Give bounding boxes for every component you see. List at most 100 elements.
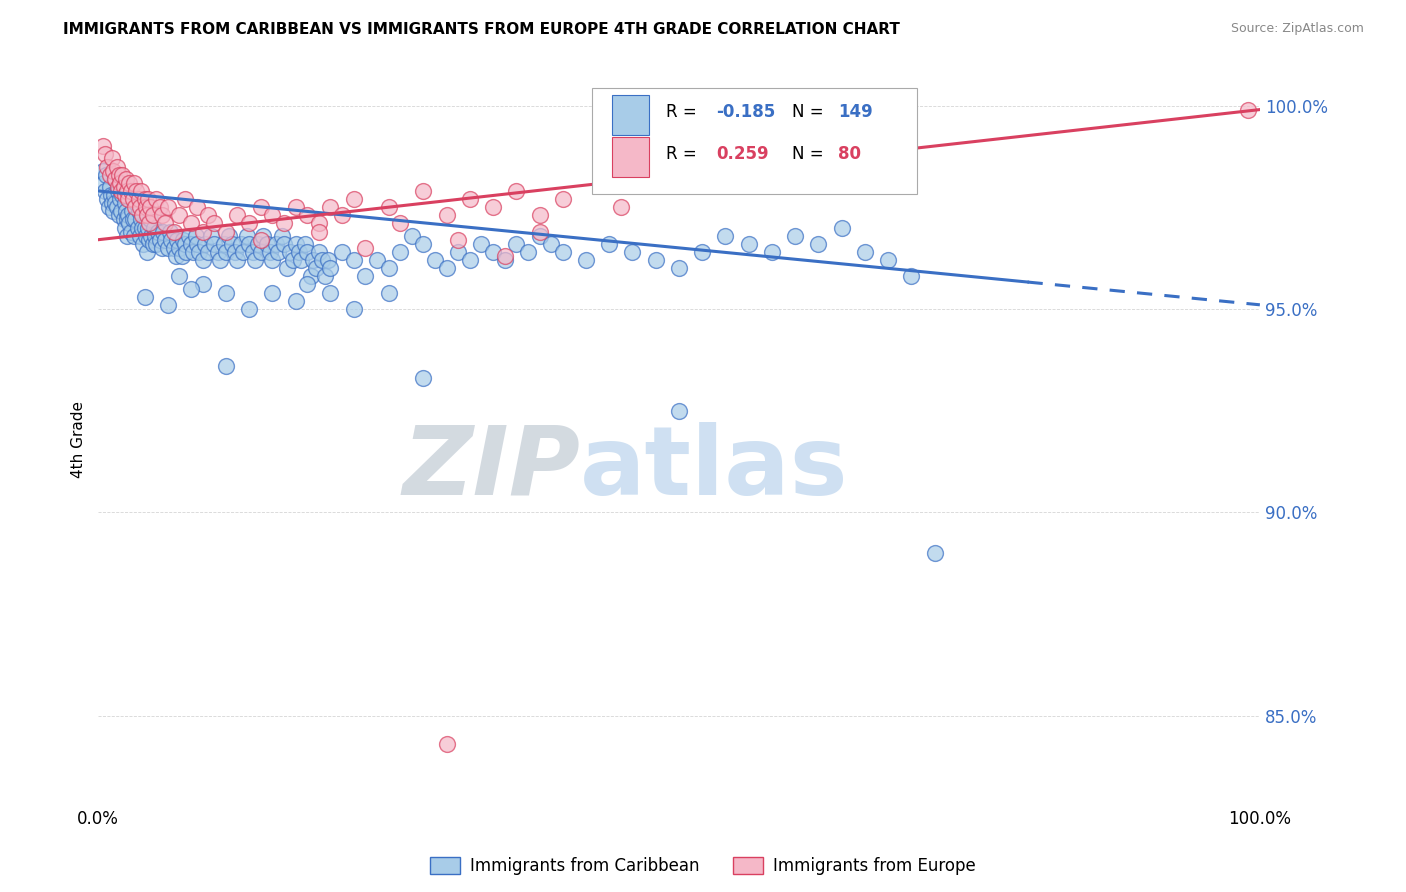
Point xyxy=(551,192,574,206)
Point xyxy=(159,225,181,239)
Point xyxy=(152,225,174,239)
Point xyxy=(174,192,197,206)
Point xyxy=(165,249,187,263)
Point xyxy=(343,253,366,268)
Point xyxy=(197,208,219,222)
Point xyxy=(138,217,160,231)
Point xyxy=(236,228,259,243)
Point xyxy=(200,228,222,243)
Point xyxy=(208,253,231,268)
Point xyxy=(831,220,853,235)
Point xyxy=(169,208,191,222)
Y-axis label: 4th Grade: 4th Grade xyxy=(72,401,86,477)
Point xyxy=(294,236,316,251)
Point xyxy=(249,233,271,247)
Point xyxy=(118,217,141,231)
Point xyxy=(141,228,163,243)
Point xyxy=(117,208,139,222)
Point xyxy=(124,212,146,227)
Point xyxy=(112,179,135,194)
Point xyxy=(401,228,423,243)
Point xyxy=(288,244,311,259)
Point xyxy=(494,253,516,268)
Point xyxy=(101,196,124,211)
Point xyxy=(308,244,330,259)
Point xyxy=(103,188,125,202)
Point xyxy=(181,244,204,259)
Point xyxy=(110,204,132,219)
Point xyxy=(115,171,138,186)
Point xyxy=(128,192,150,206)
Point xyxy=(96,160,118,174)
Point xyxy=(105,160,128,174)
Point xyxy=(101,204,124,219)
Point xyxy=(807,236,830,251)
Point xyxy=(172,233,194,247)
Point xyxy=(122,228,145,243)
Point xyxy=(124,200,146,214)
Point xyxy=(174,236,197,251)
Point xyxy=(529,225,551,239)
Text: R =: R = xyxy=(666,145,702,162)
Point xyxy=(131,208,153,222)
Point xyxy=(186,236,208,251)
Point xyxy=(224,244,246,259)
Point xyxy=(191,277,214,292)
Point xyxy=(330,208,353,222)
Point xyxy=(150,208,173,222)
Point xyxy=(377,200,399,214)
Point xyxy=(505,184,527,198)
Point xyxy=(128,228,150,243)
Point xyxy=(252,228,274,243)
Point xyxy=(308,217,330,231)
Point xyxy=(284,200,307,214)
Point xyxy=(135,208,157,222)
Point xyxy=(305,261,328,276)
Point xyxy=(108,168,131,182)
Point xyxy=(412,184,434,198)
Point xyxy=(242,244,264,259)
Point xyxy=(108,192,131,206)
Point xyxy=(135,228,157,243)
Point xyxy=(330,244,353,259)
Point xyxy=(389,217,412,231)
Point xyxy=(122,192,145,206)
Point xyxy=(202,217,225,231)
Point xyxy=(458,253,481,268)
Point xyxy=(470,236,492,251)
Point xyxy=(136,220,159,235)
Point xyxy=(366,253,388,268)
Point xyxy=(96,168,118,182)
Point xyxy=(112,212,135,227)
Point xyxy=(107,179,129,194)
Point xyxy=(101,152,124,166)
Point xyxy=(529,228,551,243)
Point xyxy=(132,236,155,251)
Point xyxy=(125,196,148,211)
Point xyxy=(156,298,179,312)
Point xyxy=(354,241,377,255)
Point xyxy=(215,244,238,259)
Text: N =: N = xyxy=(792,145,828,162)
Point xyxy=(621,244,644,259)
Point xyxy=(436,208,458,222)
Point xyxy=(610,200,633,214)
Point xyxy=(180,217,202,231)
Point xyxy=(226,253,249,268)
Point xyxy=(551,244,574,259)
Text: ZIP: ZIP xyxy=(402,422,581,515)
Text: 80: 80 xyxy=(838,145,860,162)
Point xyxy=(134,220,156,235)
Point xyxy=(98,168,121,182)
Point xyxy=(215,285,238,300)
Point xyxy=(238,236,260,251)
Point xyxy=(290,253,312,268)
Point xyxy=(218,228,240,243)
Point xyxy=(121,204,143,219)
Point xyxy=(785,228,807,243)
Point xyxy=(110,184,132,198)
Point xyxy=(302,253,325,268)
Point xyxy=(197,244,219,259)
Point xyxy=(135,200,157,214)
Point xyxy=(316,253,339,268)
